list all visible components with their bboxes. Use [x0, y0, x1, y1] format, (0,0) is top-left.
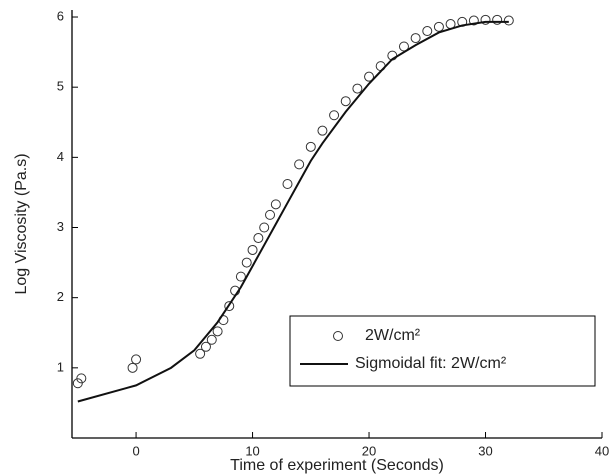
y-tick-label: 4 — [57, 149, 64, 164]
data-point — [422, 26, 433, 37]
data-point — [294, 159, 305, 170]
data-point — [492, 14, 503, 25]
y-axis-title: Log Viscosity (Pa.s) — [13, 153, 30, 294]
data-point — [241, 257, 252, 268]
x-tick-label: 20 — [362, 443, 376, 458]
data-point — [212, 326, 223, 337]
x-axis-title: Time of experiment (Seconds) — [230, 457, 444, 474]
data-point — [259, 222, 270, 233]
data-point — [410, 33, 421, 44]
data-point — [364, 71, 375, 82]
data-point — [480, 14, 491, 25]
y-tick-label: 2 — [57, 289, 64, 304]
data-point — [468, 15, 479, 26]
data-point — [265, 209, 276, 220]
data-point — [253, 233, 264, 244]
y-tick-label: 3 — [57, 219, 64, 234]
legend-box — [289, 315, 596, 387]
data-point — [247, 244, 258, 255]
data-point — [127, 362, 138, 373]
x-tick-label: 40 — [595, 443, 609, 458]
data-point — [317, 125, 328, 136]
y-tick-label: 5 — [57, 79, 64, 94]
x-tick-label: 0 — [132, 443, 139, 458]
y-tick-label: 6 — [57, 8, 64, 23]
data-point — [195, 348, 206, 359]
legend-label: Sigmoidal fit: 2W/cm² — [355, 355, 507, 372]
data-point — [131, 354, 142, 365]
data-point — [433, 21, 444, 32]
data-point — [340, 96, 351, 107]
data-point — [235, 271, 246, 282]
x-tick-label: 30 — [478, 443, 492, 458]
data-point — [503, 15, 514, 26]
legend-symbol — [333, 331, 343, 341]
data-point — [224, 301, 235, 312]
data-point — [282, 179, 293, 190]
data-point — [352, 83, 363, 94]
legend-label: 2W/cm² — [365, 327, 421, 344]
data-point — [270, 199, 281, 210]
data-point — [200, 341, 211, 352]
fit-line — [77, 20, 509, 403]
y-tick-label: 1 — [57, 359, 64, 374]
data-point — [72, 378, 83, 389]
x-tick-label: 10 — [245, 443, 259, 458]
data-point — [206, 334, 217, 345]
data-point — [329, 110, 340, 121]
data-point — [305, 141, 316, 152]
data-point — [76, 373, 87, 384]
